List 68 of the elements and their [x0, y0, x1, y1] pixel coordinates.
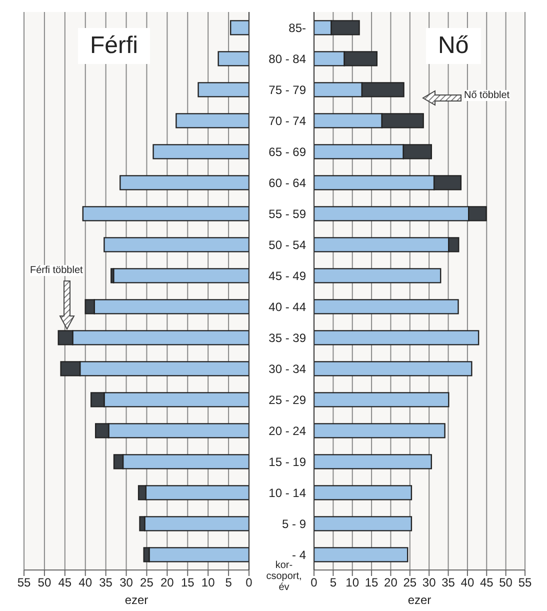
y-tick-label: 70 - 74: [268, 114, 306, 128]
bar: [120, 175, 249, 190]
bar: [314, 268, 442, 284]
bar: [314, 485, 412, 500]
bar: [314, 361, 472, 376]
annotation: Nő többlet: [464, 90, 510, 101]
x-tick-label: 40: [460, 576, 474, 590]
x-tick-label: 15: [364, 576, 379, 590]
y-tick-label: 60 - 64: [268, 176, 306, 190]
bar: [314, 330, 480, 346]
bar: [314, 454, 432, 470]
y-tick-label: 35 - 39: [268, 330, 306, 345]
x-tick-label: 55: [518, 576, 532, 590]
bar: [198, 82, 249, 98]
y-tick-label: 25 - 29: [268, 392, 306, 407]
x-tick-label: 30: [422, 576, 436, 590]
bar: [314, 516, 412, 532]
bar: [230, 20, 249, 36]
bar: [314, 547, 408, 562]
y-tick-label: 30 - 34: [268, 362, 306, 376]
bar: [112, 268, 249, 284]
x-tick-label: 10: [346, 576, 360, 590]
x-tick-label: 20: [160, 576, 174, 590]
x-tick-label: 45: [58, 576, 72, 590]
x-tick-label: 35: [99, 576, 113, 590]
y-tick-label: 50 - 54: [268, 238, 306, 252]
x-tick-label: 0: [246, 576, 253, 590]
y-tick-label: 85-: [288, 20, 306, 35]
x-axis-title: ezer: [408, 593, 432, 607]
text: Férfi: [78, 28, 150, 64]
y-tick-label: 20 - 24: [268, 424, 306, 438]
x-tick-label: 55: [17, 576, 31, 590]
bar: [314, 392, 450, 408]
bar: [152, 144, 249, 160]
x-tick-label: 10: [201, 576, 216, 590]
x-tick-label: 25: [403, 576, 417, 590]
x-tick-label: 40: [78, 576, 92, 590]
x-tick-label: 50: [38, 576, 52, 590]
y-tick-label: 40 - 44: [268, 300, 306, 314]
x-tick-label: 35: [442, 576, 456, 590]
y-tick-label: 15 - 19: [268, 454, 306, 469]
x-tick-label: 50: [499, 576, 513, 590]
y-tick-label: - 4: [292, 548, 306, 562]
y-tick-label: 75 - 79: [268, 82, 306, 97]
x-tick-label: 5: [330, 576, 337, 590]
bar: [314, 423, 446, 438]
bar: [82, 206, 249, 222]
bar: [314, 299, 459, 314]
x-tick-label: 15: [180, 576, 195, 590]
x-tick-label: 30: [120, 576, 134, 590]
bar: [176, 113, 249, 128]
x-tick-label: 5: [225, 576, 232, 590]
x-tick-label: 0: [310, 576, 318, 590]
y-axis-title: kor-csoport, év: [265, 560, 303, 593]
y-tick-label: 65 - 69: [268, 144, 306, 159]
y-tick-label: 45 - 49: [268, 268, 306, 283]
y-tick-label: 80 - 84: [268, 52, 306, 66]
x-tick-label: 25: [140, 576, 154, 590]
x-axis-title: ezer: [124, 593, 148, 607]
y-tick-label: 10 - 14: [268, 486, 306, 500]
x-tick-label: 45: [480, 576, 494, 590]
y-tick-label: 55 - 59: [268, 206, 306, 221]
y-tick-label: 5 - 9: [282, 516, 306, 531]
bar: [104, 237, 249, 252]
text: Nő: [426, 28, 481, 64]
bar: [218, 51, 249, 66]
x-tick-label: 20: [384, 576, 398, 590]
annotation: Férfi többlet: [30, 265, 83, 276]
